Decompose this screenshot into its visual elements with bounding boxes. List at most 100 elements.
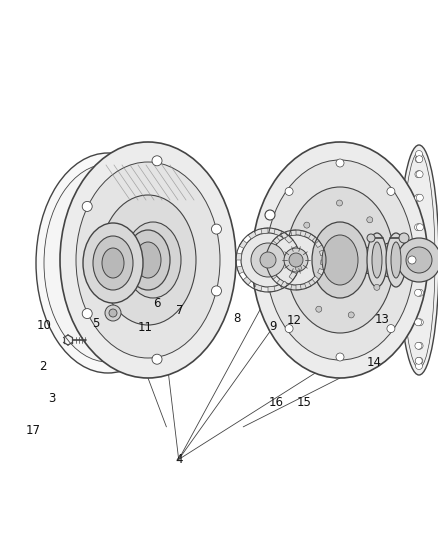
Ellipse shape [126, 230, 170, 290]
Circle shape [270, 235, 320, 285]
Bar [354, 247, 389, 273]
Circle shape [152, 354, 162, 364]
Text: 12: 12 [286, 314, 301, 327]
Text: 4: 4 [174, 453, 182, 466]
Polygon shape [317, 269, 323, 275]
Circle shape [414, 171, 421, 177]
Ellipse shape [366, 233, 386, 287]
Ellipse shape [251, 142, 427, 378]
Ellipse shape [285, 187, 393, 333]
Polygon shape [311, 276, 318, 283]
Circle shape [415, 171, 422, 177]
Circle shape [283, 248, 307, 272]
Circle shape [414, 194, 421, 201]
Polygon shape [314, 241, 321, 247]
Text: 13: 13 [374, 313, 389, 326]
Circle shape [414, 342, 421, 349]
Ellipse shape [390, 242, 400, 278]
Polygon shape [269, 272, 276, 279]
Ellipse shape [398, 145, 438, 375]
Polygon shape [272, 237, 279, 244]
Text: 5: 5 [92, 317, 99, 330]
Circle shape [335, 353, 343, 361]
Circle shape [413, 256, 420, 263]
Polygon shape [265, 255, 271, 260]
Ellipse shape [265, 160, 413, 360]
Circle shape [295, 265, 301, 271]
Circle shape [347, 312, 353, 318]
Text: 14: 14 [366, 356, 381, 369]
Text: 6: 6 [153, 297, 161, 310]
Ellipse shape [83, 223, 143, 303]
Ellipse shape [44, 164, 172, 362]
Ellipse shape [371, 242, 381, 278]
Bar [324, 253, 325, 267]
Polygon shape [266, 264, 272, 270]
Circle shape [284, 188, 293, 196]
Circle shape [398, 233, 408, 243]
Ellipse shape [321, 235, 357, 285]
Text: 2: 2 [39, 360, 47, 373]
Circle shape [414, 156, 421, 163]
Polygon shape [319, 250, 325, 256]
Circle shape [284, 325, 293, 333]
Polygon shape [290, 230, 295, 236]
Circle shape [335, 159, 343, 167]
Circle shape [415, 194, 422, 201]
Circle shape [105, 305, 121, 321]
Polygon shape [285, 284, 291, 289]
Ellipse shape [125, 222, 180, 298]
Polygon shape [304, 281, 310, 288]
Circle shape [265, 210, 274, 220]
Circle shape [211, 286, 221, 296]
Polygon shape [280, 232, 287, 238]
Text: 9: 9 [269, 320, 277, 333]
Circle shape [386, 188, 394, 196]
Polygon shape [242, 277, 251, 285]
Circle shape [315, 306, 321, 312]
Circle shape [366, 217, 372, 223]
Circle shape [415, 156, 422, 163]
Circle shape [336, 200, 342, 206]
Polygon shape [320, 260, 325, 265]
Circle shape [416, 224, 423, 231]
Polygon shape [308, 234, 314, 241]
Circle shape [373, 284, 379, 290]
Circle shape [414, 150, 421, 157]
Polygon shape [247, 231, 256, 239]
Ellipse shape [93, 236, 133, 290]
Text: 3: 3 [48, 392, 55, 405]
Polygon shape [295, 285, 300, 290]
Ellipse shape [102, 248, 124, 278]
Circle shape [414, 357, 421, 365]
Circle shape [240, 233, 294, 287]
Circle shape [152, 156, 162, 166]
Text: 15: 15 [296, 396, 311, 409]
Ellipse shape [402, 152, 434, 368]
Polygon shape [236, 253, 241, 260]
Polygon shape [300, 230, 306, 237]
Polygon shape [236, 266, 243, 274]
Circle shape [303, 222, 309, 228]
Ellipse shape [385, 233, 405, 287]
Circle shape [288, 253, 302, 267]
Circle shape [82, 201, 92, 212]
Circle shape [211, 224, 221, 234]
Circle shape [413, 224, 420, 231]
Ellipse shape [135, 242, 161, 278]
Circle shape [109, 309, 117, 317]
Ellipse shape [36, 153, 180, 373]
Polygon shape [273, 229, 281, 236]
Polygon shape [267, 245, 274, 252]
Circle shape [415, 357, 422, 365]
Ellipse shape [60, 142, 236, 378]
Polygon shape [254, 284, 261, 291]
Polygon shape [276, 279, 283, 286]
Circle shape [251, 243, 284, 277]
Circle shape [415, 342, 422, 349]
Text: 17: 17 [25, 424, 40, 437]
Polygon shape [260, 228, 267, 233]
Circle shape [396, 238, 438, 282]
Text: 8: 8 [233, 312, 240, 325]
Circle shape [82, 309, 92, 319]
